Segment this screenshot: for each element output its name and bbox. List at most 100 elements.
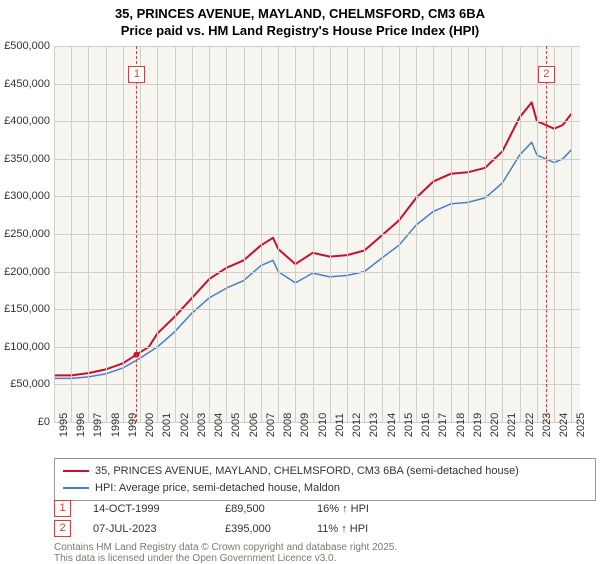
y-tick-label: £350,000 — [2, 153, 50, 165]
x-tick-label: 2014 — [386, 413, 398, 437]
legend-label-1: 35, PRINCES AVENUE, MAYLAND, CHELMSFORD,… — [95, 463, 519, 480]
gridline-v — [520, 46, 521, 422]
gridline-v — [261, 46, 262, 422]
y-tick-label: £450,000 — [2, 78, 50, 90]
x-tick-label: 2010 — [317, 413, 329, 437]
gridline-v — [88, 46, 89, 422]
y-tick-label: £500,000 — [2, 40, 50, 52]
x-tick-label: 2020 — [489, 413, 501, 437]
x-tick-label: 1997 — [92, 413, 104, 437]
y-tick-label: £0 — [2, 416, 50, 428]
footnote-line1: Contains HM Land Registry data © Crown c… — [54, 542, 397, 553]
x-tick-label: 2003 — [196, 413, 208, 437]
y-tick-label: £250,000 — [2, 228, 50, 240]
chart-plot-area — [54, 46, 580, 423]
sale-marker-2: 2 — [54, 520, 71, 537]
sale-date-2: 07-JUL-2023 — [93, 523, 203, 535]
y-tick-label: £200,000 — [2, 266, 50, 278]
gridline-v — [433, 46, 434, 422]
x-tick-label: 1996 — [75, 413, 87, 437]
chart-title: 35, PRINCES AVENUE, MAYLAND, CHELMSFORD,… — [0, 0, 600, 40]
title-line2: Price paid vs. HM Land Registry's House … — [121, 23, 480, 38]
sale-marker-box: 1 — [128, 66, 145, 83]
x-tick-label: 2011 — [334, 413, 346, 437]
legend-label-2: HPI: Average price, semi-detached house,… — [95, 480, 340, 497]
footnote: Contains HM Land Registry data © Crown c… — [54, 542, 397, 564]
legend-row-2: HPI: Average price, semi-detached house,… — [63, 480, 587, 497]
gridline-h — [54, 84, 580, 85]
sale-price-2: £395,000 — [225, 523, 295, 535]
sale-hpi-2: 11% ↑ HPI — [317, 523, 397, 535]
gridline-v — [175, 46, 176, 422]
gridline-v — [313, 46, 314, 422]
footnote-line2: This data is licensed under the Open Gov… — [54, 553, 336, 564]
gridline-v — [347, 46, 348, 422]
gridline-h — [54, 309, 580, 310]
legend: 35, PRINCES AVENUE, MAYLAND, CHELMSFORD,… — [54, 458, 596, 501]
x-tick-label: 1999 — [127, 413, 139, 437]
x-tick-label: 2007 — [265, 413, 277, 437]
gridline-h — [54, 272, 580, 273]
gridline-v — [157, 46, 158, 422]
x-tick-label: 2023 — [541, 413, 553, 437]
x-tick-label: 2006 — [248, 413, 260, 437]
gridline-v — [537, 46, 538, 422]
gridline-v — [451, 46, 452, 422]
y-tick-label: £400,000 — [2, 115, 50, 127]
gridline-h — [54, 234, 580, 235]
x-tick-label: 2018 — [455, 413, 467, 437]
gridline-v — [140, 46, 141, 422]
x-tick-label: 2024 — [558, 413, 570, 437]
gridline-v — [330, 46, 331, 422]
sale-marker-box: 2 — [538, 66, 555, 83]
x-tick-label: 2002 — [179, 413, 191, 437]
x-tick-label: 2009 — [299, 413, 311, 437]
gridline-v — [295, 46, 296, 422]
gridline-v — [123, 46, 124, 422]
x-tick-label: 2013 — [368, 413, 380, 437]
x-tick-label: 2001 — [161, 413, 173, 437]
gridline-h — [54, 384, 580, 385]
y-tick-label: £150,000 — [2, 303, 50, 315]
x-tick-label: 2004 — [213, 413, 225, 437]
gridline-v — [571, 46, 572, 422]
x-tick-label: 2019 — [472, 413, 484, 437]
gridline-v — [209, 46, 210, 422]
y-tick-label: £300,000 — [2, 190, 50, 202]
gridline-h — [54, 159, 580, 160]
legend-row-1: 35, PRINCES AVENUE, MAYLAND, CHELMSFORD,… — [63, 463, 587, 480]
gridline-h — [54, 196, 580, 197]
x-tick-label: 2015 — [403, 413, 415, 437]
x-tick-label: 2008 — [282, 413, 294, 437]
legend-swatch-2 — [63, 487, 89, 489]
gridline-v — [382, 46, 383, 422]
x-tick-label: 2022 — [524, 413, 536, 437]
gridline-v — [364, 46, 365, 422]
gridline-v — [399, 46, 400, 422]
gridline-v — [485, 46, 486, 422]
x-tick-label: 2005 — [230, 413, 242, 437]
sale-marker-1: 1 — [54, 500, 71, 517]
sale-date-1: 14-OCT-1999 — [93, 503, 203, 515]
gridline-v — [226, 46, 227, 422]
gridline-v — [244, 46, 245, 422]
sale-row-1: 1 14-OCT-1999 £89,500 16% ↑ HPI — [54, 500, 397, 517]
gridline-v — [278, 46, 279, 422]
sale-price-1: £89,500 — [225, 503, 295, 515]
x-tick-label: 2012 — [351, 413, 363, 437]
x-tick-label: 1998 — [110, 413, 122, 437]
x-tick-label: 2000 — [144, 413, 156, 437]
sale-hpi-1: 16% ↑ HPI — [317, 503, 397, 515]
title-line1: 35, PRINCES AVENUE, MAYLAND, CHELMSFORD,… — [115, 6, 485, 21]
gridline-v — [468, 46, 469, 422]
sale-marker-line — [546, 46, 547, 422]
y-tick-label: £100,000 — [2, 341, 50, 353]
gridline-v — [192, 46, 193, 422]
x-tick-label: 2025 — [575, 413, 587, 437]
gridline-h — [54, 347, 580, 348]
legend-swatch-1 — [63, 470, 89, 472]
gridline-v — [416, 46, 417, 422]
gridline-h — [54, 46, 580, 47]
y-tick-label: £50,000 — [2, 378, 50, 390]
x-tick-label: 1995 — [58, 413, 70, 437]
